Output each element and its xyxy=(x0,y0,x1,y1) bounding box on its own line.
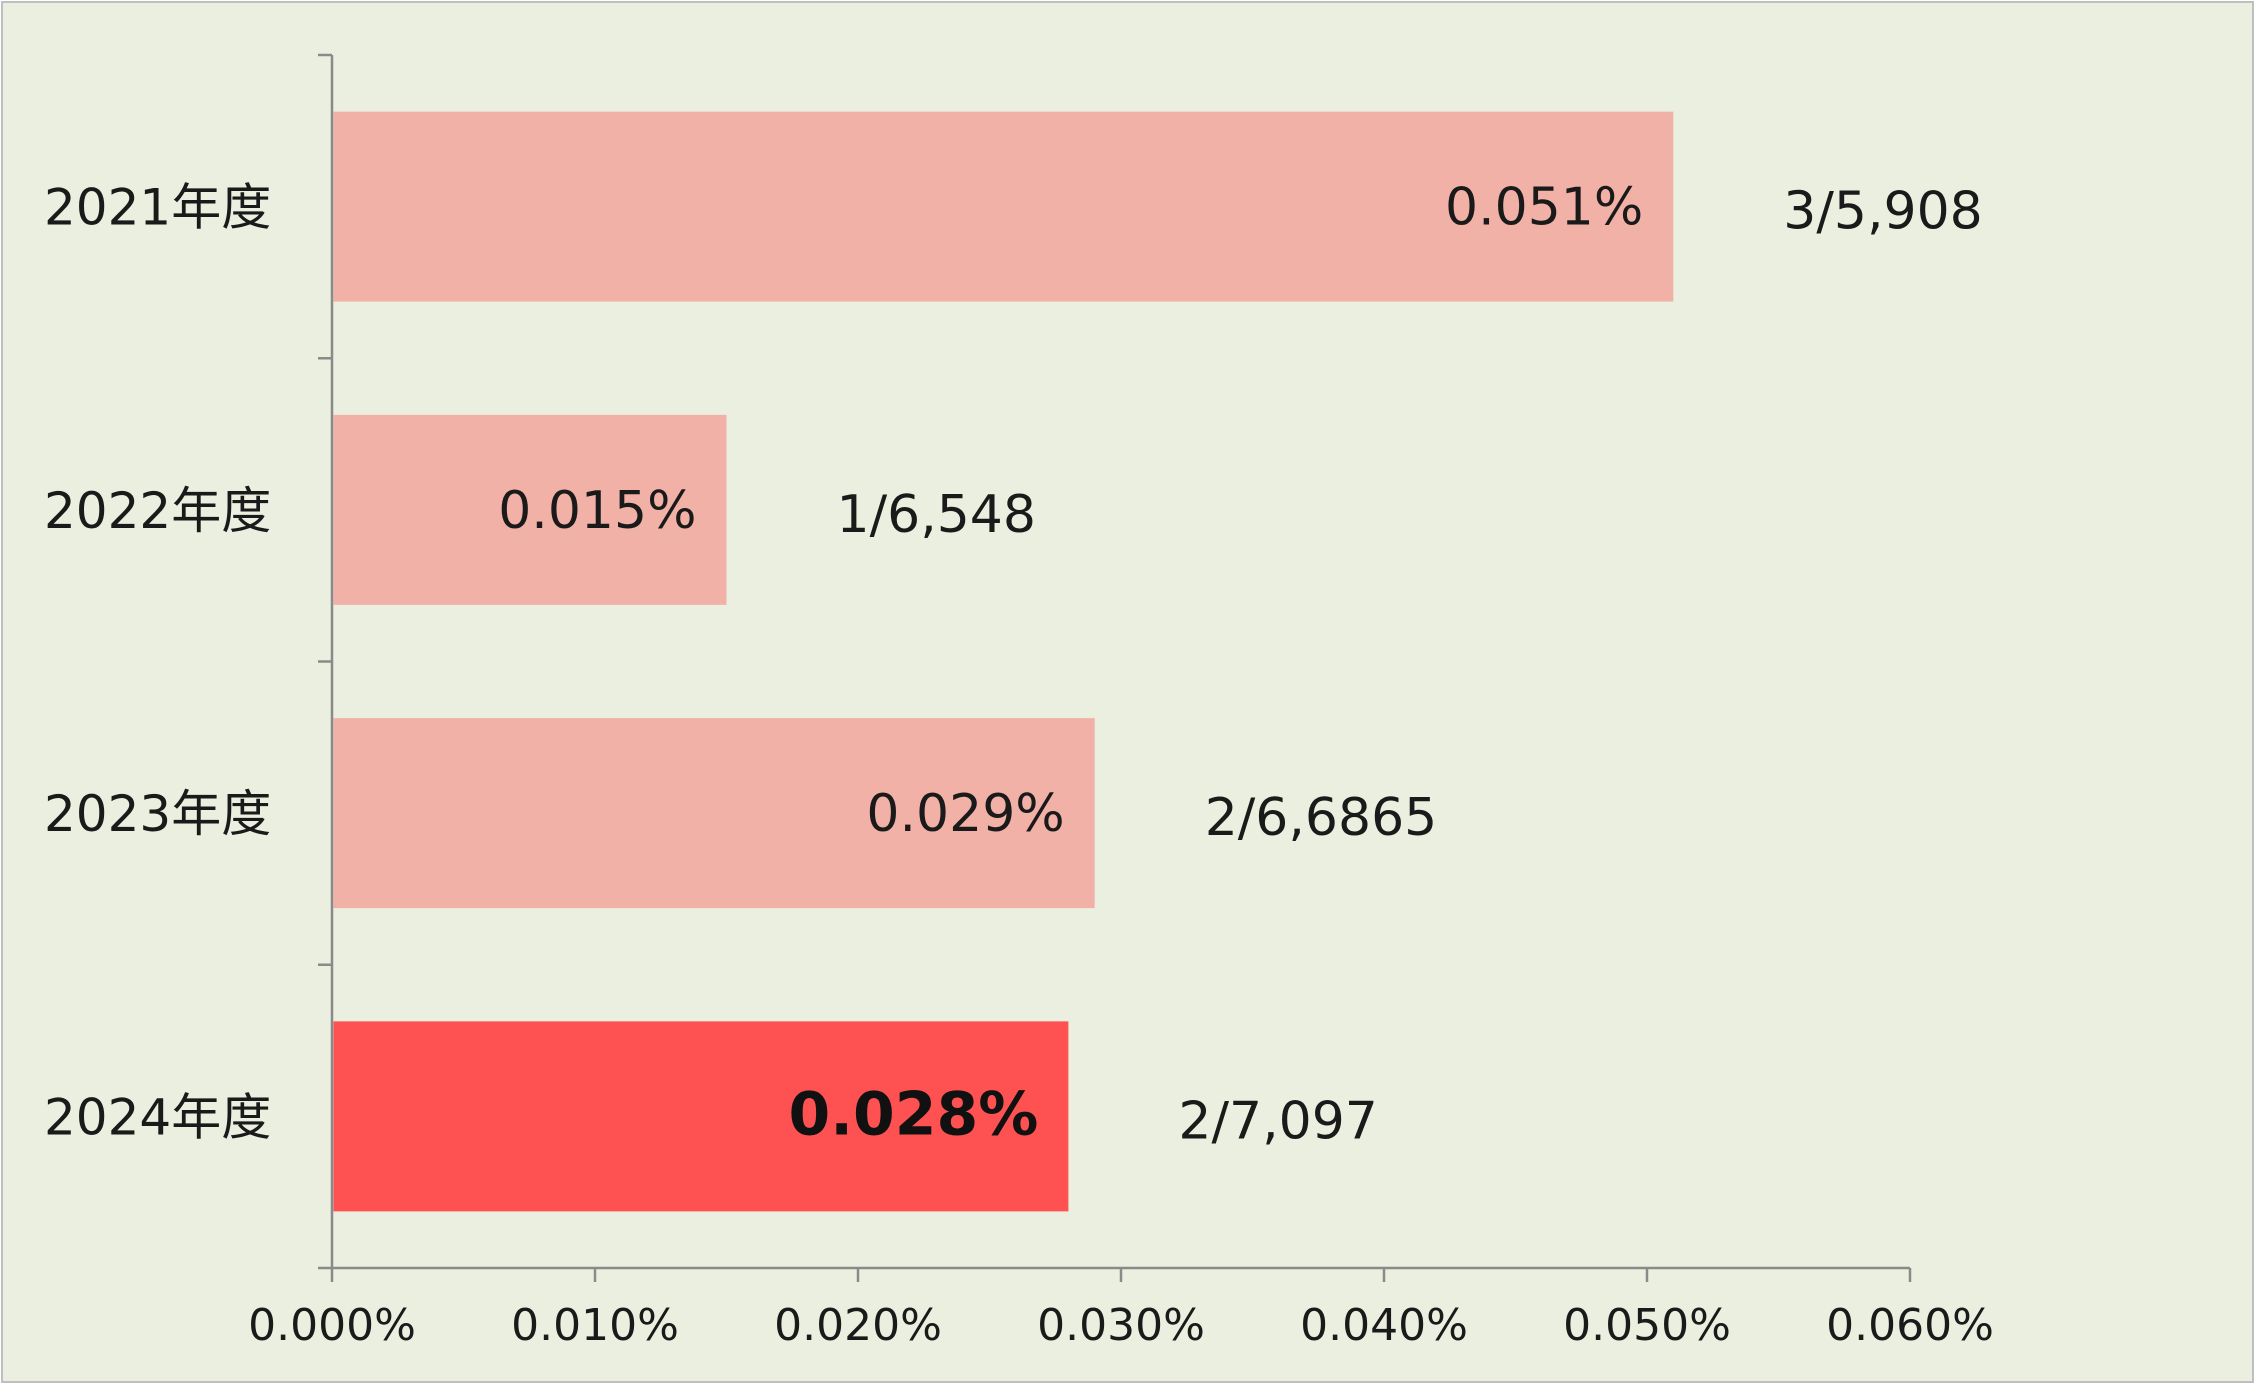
value-label: 0.015% xyxy=(498,481,696,541)
bar-1 xyxy=(333,111,1674,302)
x-tick-label: 0.050% xyxy=(1563,1300,1731,1351)
value-label: 0.028% xyxy=(788,1079,1038,1149)
x-tick-label: 0.010% xyxy=(511,1300,679,1351)
chart-axes: 0.000% 0.010% 0.020% 0.030% 0.040% 0.050% 0.06… xyxy=(248,53,1994,1351)
category-label: 2023年度 xyxy=(44,785,271,843)
bars-group xyxy=(333,111,1674,1212)
x-tick-label: 0.030% xyxy=(1037,1300,1205,1351)
category-label: 2022年度 xyxy=(44,482,271,540)
labels-group: 2021年度 0.051% 3/5,908 2022年度 0.015% 1/6,548 20… xyxy=(44,178,1983,1152)
category-label: 2021年度 xyxy=(44,179,271,237)
bar-4 xyxy=(333,1021,1069,1212)
count-label: 2/6,6865 xyxy=(1205,788,1438,848)
x-tick-label: 0.000% xyxy=(248,1300,416,1351)
count-label: 3/5,908 xyxy=(1783,182,1982,242)
count-label: 1/6,548 xyxy=(837,485,1036,545)
x-tick-label: 0.020% xyxy=(774,1300,942,1351)
bar-3 xyxy=(333,718,1095,909)
count-label: 2/7,097 xyxy=(1178,1091,1377,1151)
x-tick-label: 0.060% xyxy=(1826,1300,1994,1351)
x-tick-label: 0.040% xyxy=(1300,1300,1468,1351)
value-label: 0.029% xyxy=(866,784,1064,844)
value-label: 0.051% xyxy=(1445,178,1643,238)
bar-2 xyxy=(333,414,727,605)
category-label: 2024年度 xyxy=(44,1088,271,1146)
